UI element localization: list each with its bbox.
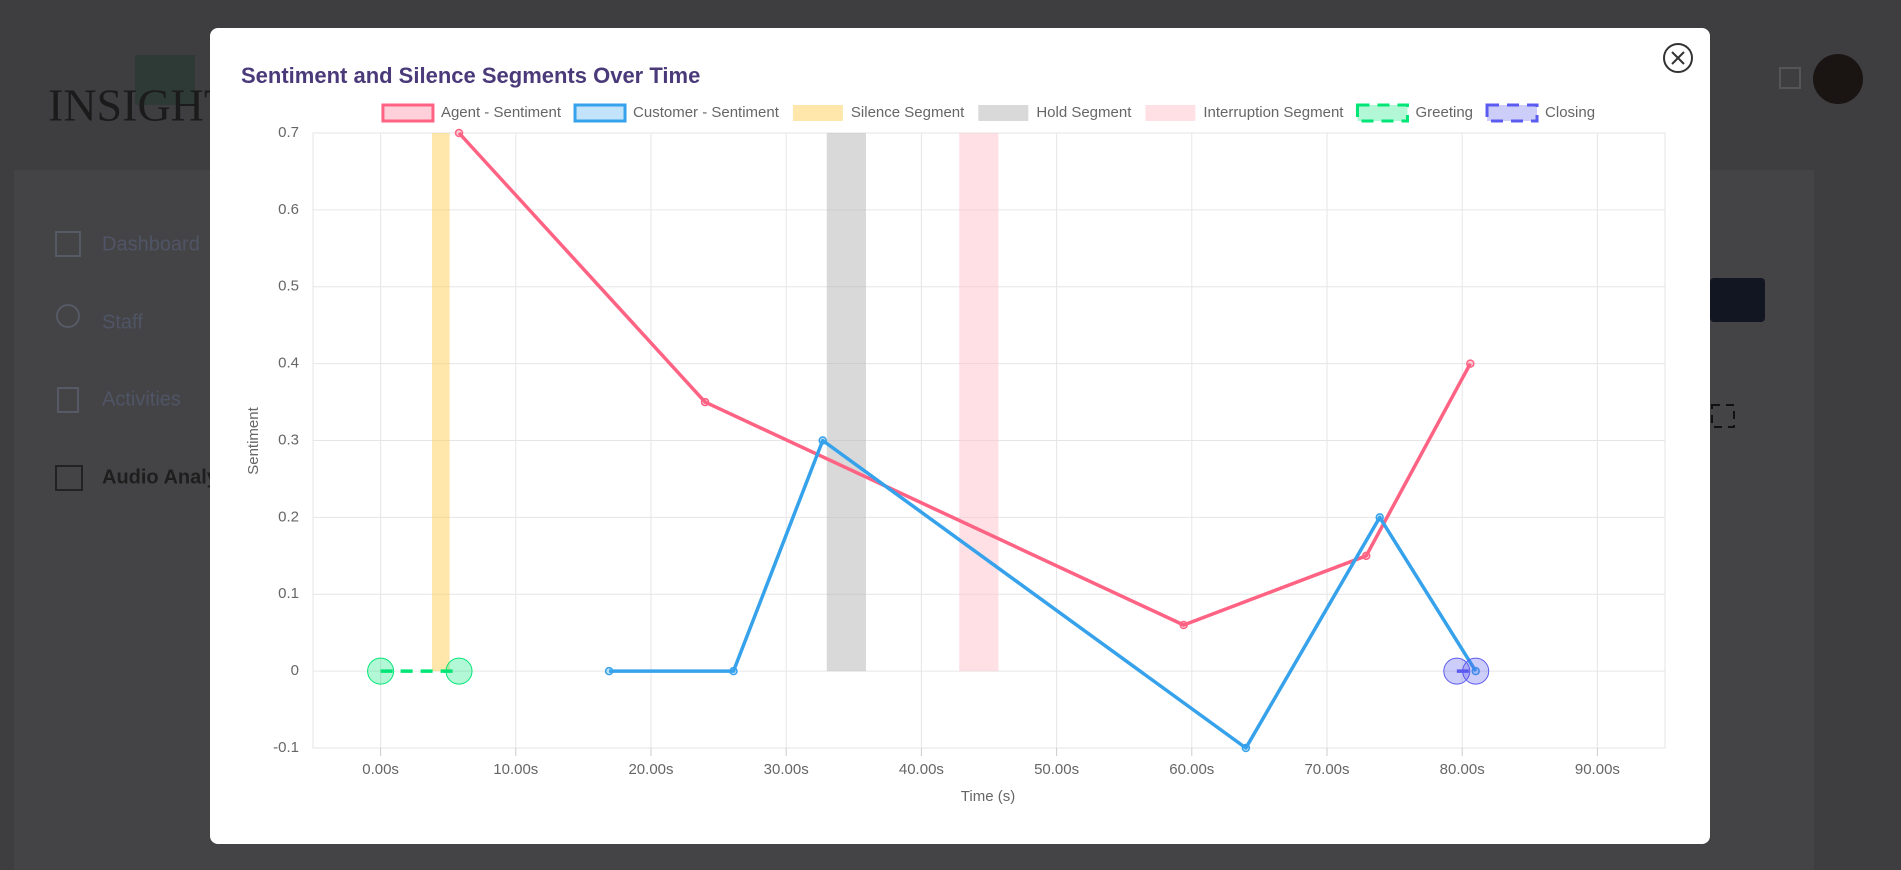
toggle-button[interactable] xyxy=(1710,278,1765,322)
data-point xyxy=(1471,666,1480,676)
data-point xyxy=(1466,359,1475,368)
legend-swatch xyxy=(381,103,435,123)
x-tick-label: 20.00s xyxy=(628,761,673,778)
y-tick-label: 0.3 xyxy=(278,431,299,448)
data-point xyxy=(729,666,738,676)
x-axis-label: Time (s) xyxy=(961,788,1015,805)
legend-label: Interruption Segment xyxy=(1203,104,1344,121)
nav-icon xyxy=(56,304,80,328)
y-tick-label: 0 xyxy=(291,662,299,679)
nav-item[interactable]: Audio Analysis xyxy=(102,466,246,488)
close-icon xyxy=(1671,51,1685,65)
data-point xyxy=(700,397,710,407)
segment-box xyxy=(826,133,866,672)
data-point xyxy=(1241,743,1251,753)
legend-swatch xyxy=(792,105,843,121)
legend-swatch xyxy=(1485,103,1539,123)
y-tick-label: 0.4 xyxy=(278,355,299,372)
legend-label: Agent - Sentiment xyxy=(441,104,562,121)
data-point xyxy=(454,128,464,138)
nav-icon xyxy=(55,465,83,491)
legend-label: Customer - Sentiment xyxy=(633,104,780,121)
data-point xyxy=(1375,513,1384,522)
nav-icon xyxy=(55,231,81,257)
avatar[interactable] xyxy=(1813,54,1863,104)
panel-icon[interactable] xyxy=(1779,67,1801,89)
x-tick-label: 60.00s xyxy=(1169,761,1214,778)
x-tick-label: 90.00s xyxy=(1575,761,1620,778)
x-tick-label: 0.00s xyxy=(362,761,399,778)
annotation-point xyxy=(1462,657,1490,685)
data-point xyxy=(1361,551,1371,561)
y-tick-label: 0.7 xyxy=(278,124,299,141)
logo-flag xyxy=(135,55,195,105)
annotation-point xyxy=(1443,657,1471,685)
nav-item[interactable]: Staff xyxy=(102,311,143,333)
y-tick-label: 0.6 xyxy=(278,201,299,218)
legend-label: Greeting xyxy=(1415,104,1473,121)
y-tick-label: -0.1 xyxy=(273,739,299,756)
data-point xyxy=(1179,620,1188,630)
nav-item[interactable]: Activities xyxy=(102,388,181,410)
legend-label: Silence Segment xyxy=(851,104,965,121)
annotation-point xyxy=(367,657,395,685)
x-tick-label: 30.00s xyxy=(764,761,809,778)
fullscreen-icon[interactable] xyxy=(1711,404,1735,428)
legend-label: Hold Segment xyxy=(1036,104,1132,121)
series-line xyxy=(609,438,1478,750)
annotation-point xyxy=(445,657,473,685)
legend-swatch xyxy=(573,103,627,123)
nav-icon xyxy=(57,387,79,413)
legend-swatch xyxy=(1355,103,1409,123)
x-tick-label: 50.00s xyxy=(1034,761,1079,778)
y-axis-label: Sentiment xyxy=(245,406,262,474)
nav-item[interactable]: Dashboard xyxy=(102,233,200,255)
segment-box xyxy=(959,133,999,672)
series-line xyxy=(457,131,1472,627)
legend-swatch xyxy=(1145,105,1196,121)
x-tick-label: 40.00s xyxy=(899,761,944,778)
y-tick-label: 0.1 xyxy=(278,585,299,602)
x-tick-label: 80.00s xyxy=(1440,761,1485,778)
x-tick-label: 10.00s xyxy=(493,761,538,778)
legend-label: Closing xyxy=(1545,104,1595,121)
segment-box xyxy=(431,133,450,672)
data-point xyxy=(818,436,827,445)
y-tick-label: 0.5 xyxy=(278,278,299,295)
x-tick-label: 70.00s xyxy=(1304,761,1349,778)
chart-title: Sentiment and Silence Segments Over Time xyxy=(241,63,700,88)
logo: INSIGHT xyxy=(48,80,232,131)
legend-swatch xyxy=(978,105,1029,121)
data-point xyxy=(604,666,614,676)
legend: Agent - Sentiment Customer - Sentiment Sil… xyxy=(381,103,1595,123)
y-tick-label: 0.2 xyxy=(278,508,299,525)
